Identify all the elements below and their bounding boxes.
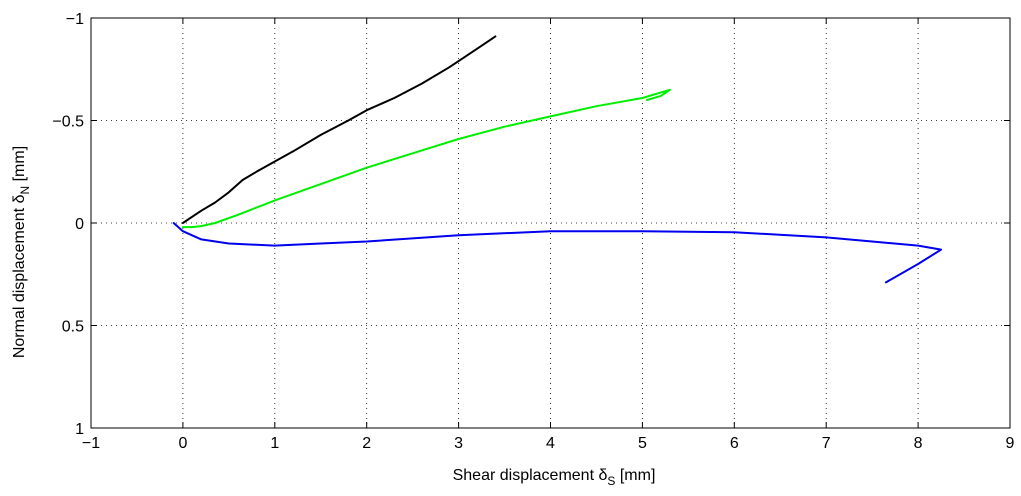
- x-tick-label: −1: [82, 435, 100, 452]
- x-tick-label: 5: [638, 435, 647, 452]
- y-axis-label: Normal displacement δN [mm]: [11, 146, 32, 358]
- x-tick-label: 1: [270, 435, 279, 452]
- y-tick-label: −0.5: [52, 114, 84, 131]
- black-series-line: [181, 35, 497, 224]
- x-tick-label: 2: [362, 435, 371, 452]
- x-tick-label: 7: [822, 435, 831, 452]
- x-tick-label: 6: [730, 435, 739, 452]
- x-tick-label: 9: [1006, 435, 1015, 452]
- x-axis-label: Shear displacement δS [mm]: [453, 467, 656, 488]
- x-tick-label: 8: [914, 435, 923, 452]
- tick-labels: −1 0 1 2 3 4 5 6 7 8 9 −1 −0.5 0 0.5 1: [52, 11, 1014, 452]
- axis-ticks: [90, 17, 1011, 429]
- grid: [91, 18, 1010, 428]
- x-axis-label-subscript: S: [607, 474, 615, 488]
- blue-series-line: [172, 222, 943, 284]
- y-tick-label: 1: [75, 421, 84, 438]
- y-tick-label: 0: [75, 216, 84, 233]
- green-series-line: [181, 88, 671, 229]
- x-tick-label: 0: [178, 435, 187, 452]
- y-tick-label: −1: [66, 11, 84, 28]
- y-axis-label-unit: [mm]: [11, 146, 28, 186]
- x-tick-label: 4: [546, 435, 555, 452]
- plot-lines: [172, 35, 943, 284]
- x-axis-label-main: Shear displacement δ: [453, 467, 608, 484]
- y-axis-label-main: Normal displacement δ: [11, 194, 28, 358]
- y-tick-label: 0.5: [62, 319, 84, 336]
- x-tick-label: 3: [454, 435, 463, 452]
- x-axis-label-unit: [mm]: [615, 467, 655, 484]
- y-axis-label-subscript: N: [18, 186, 32, 195]
